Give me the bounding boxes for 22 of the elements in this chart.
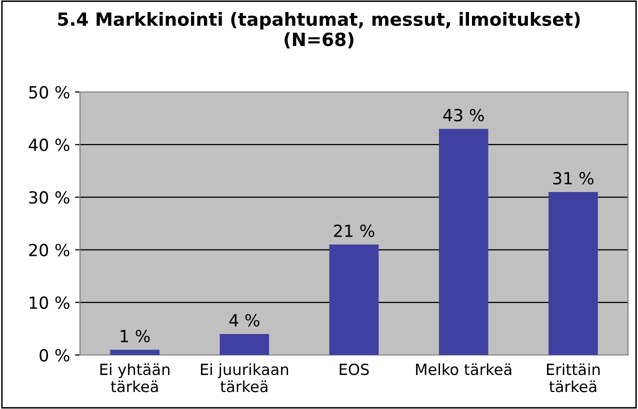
data-label: 31 % — [553, 172, 594, 185]
bar — [329, 244, 379, 355]
bar — [220, 334, 270, 355]
y-tick-label: 20 % — [29, 244, 70, 256]
data-label: 4 % — [229, 314, 260, 327]
bar — [548, 192, 598, 355]
bar — [438, 128, 488, 355]
data-label: 1 % — [120, 330, 150, 342]
x-tick-label: Ei yhtään tärkeä — [100, 363, 170, 392]
x-tick-label: Ei juurikaan tärkeä — [200, 363, 288, 392]
y-tick-label: 30 % — [29, 191, 70, 204]
data-label: 21 % — [334, 224, 374, 238]
y-tick-label: 10 % — [30, 296, 70, 309]
y-tick-label: 50 % — [29, 86, 70, 99]
data-label: 43 % — [443, 108, 484, 122]
x-tick-label: Erittäin tärkeä — [546, 363, 600, 392]
x-tick-label: Melko tärkeä — [416, 363, 512, 376]
bar — [110, 350, 160, 355]
x-tick-label: EOS — [340, 364, 369, 376]
y-tick-label: 40 % — [28, 138, 70, 152]
y-tick-label: 0 % — [40, 348, 70, 362]
chart-title: 5.4 Markkinointi (tapahtumat, messut, ilmoitukset) (N=68) — [58, 12, 580, 48]
